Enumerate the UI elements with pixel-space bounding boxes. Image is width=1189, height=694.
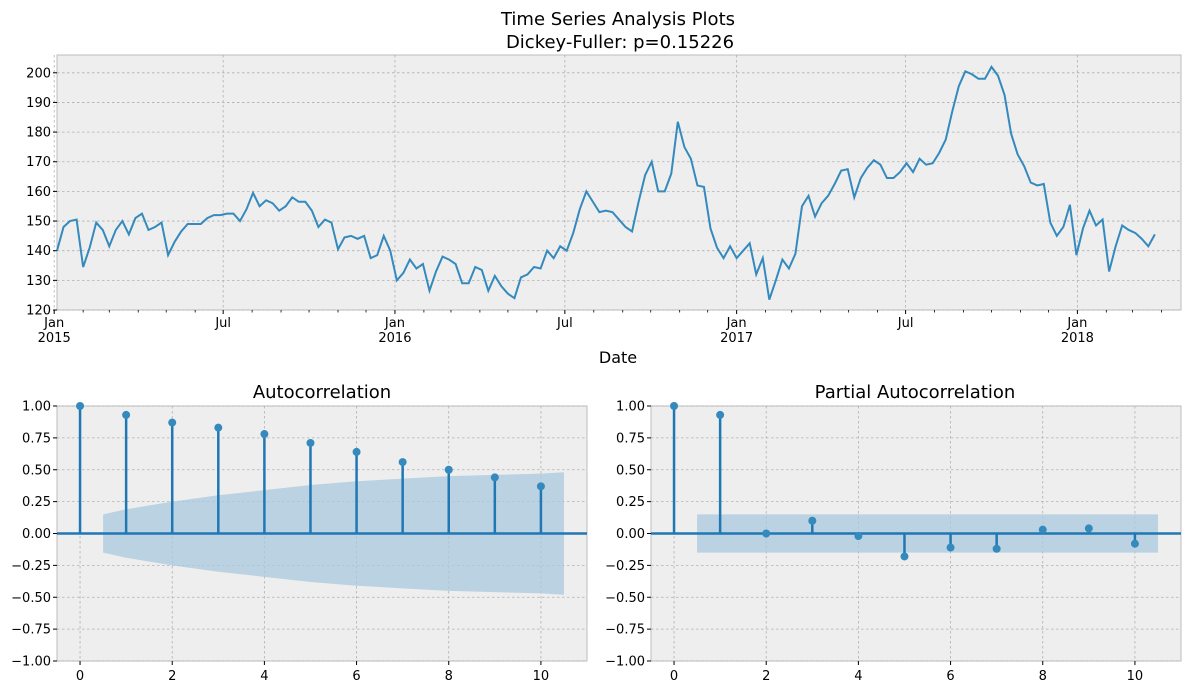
acf-stems (76, 402, 545, 534)
pacf-xtick-label: 2 (762, 669, 770, 684)
ts-xtick-label: Jan (43, 316, 64, 331)
pacf-ytick-label: −0.25 (605, 559, 645, 574)
acf-point (260, 430, 269, 439)
pacf-ytick-label: −0.50 (605, 591, 645, 606)
acf-ytick-label: 0.00 (22, 527, 51, 542)
acf-point (352, 447, 361, 456)
ts-ytick-label: 190 (26, 96, 51, 111)
acf-xtick-label: 6 (352, 669, 360, 684)
ts-xtick-label: Jul (214, 316, 231, 331)
pacf-point (946, 543, 955, 552)
ts-ytick-label: 200 (26, 66, 51, 81)
acf-xtick-label: 8 (445, 669, 453, 684)
acf-point (490, 473, 499, 482)
acf-ytick-label: −0.25 (11, 559, 51, 574)
ts-ytick-label: 130 (26, 274, 51, 289)
acf-ytick-label: 0.50 (22, 463, 51, 478)
pacf-xtick-label: 4 (854, 669, 862, 684)
acf-ytick-label: −1.00 (11, 655, 51, 670)
ts-xtick-label: Jan (726, 316, 747, 331)
acf-point (306, 438, 315, 447)
pacf-panel: 1.00 0.75 0.50 0.25 0.00 −0.25 −0.50 −0.75 −1.00… (605, 382, 1182, 685)
pacf-xtick-label: 6 (946, 669, 954, 684)
ts-xtick-year-label: 2016 (378, 331, 411, 346)
ts-ytick-label: 140 (26, 244, 51, 259)
ts-ytick-label: 120 (26, 304, 51, 319)
acf-ticks: 1.00 0.75 0.50 0.25 0.00 −0.25 −0.50 −0.75 −1.00… (11, 400, 549, 685)
pacf-point (808, 516, 817, 525)
acf-xtick-label: 2 (168, 669, 176, 684)
pacf-ytick-label: 0.25 (616, 495, 645, 510)
acf-xtick-label: 10 (533, 669, 550, 684)
acf-title: Autocorrelation (253, 382, 391, 403)
pacf-point (854, 532, 863, 541)
pacf-ticks: 1.00 0.75 0.50 0.25 0.00 −0.25 −0.50 −0.75 −1.00… (605, 400, 1143, 685)
pacf-xtick-label: 8 (1039, 669, 1047, 684)
acf-panel: 1.00 0.75 0.50 0.25 0.00 −0.25 −0.50 −0.75 −1.00… (11, 382, 588, 685)
figure-subtitle: Dickey-Fuller: p=0.15226 (506, 32, 734, 53)
pacf-ytick-label: −0.75 (605, 623, 645, 638)
ts-xtick-label: Jul (897, 316, 914, 331)
pacf-point (762, 529, 771, 538)
pacf-ytick-label: 0.00 (616, 527, 645, 542)
ts-xtick-label: Jan (1066, 316, 1087, 331)
ts-ytick-label: 160 (26, 185, 51, 200)
acf-ytick-label: 0.75 (22, 431, 51, 446)
pacf-ytick-label: 1.00 (616, 400, 645, 415)
pacf-point (1084, 524, 1093, 533)
ts-ytick-label: 180 (26, 126, 51, 141)
acf-point (444, 465, 453, 474)
acf-point (122, 410, 131, 419)
acf-xtick-label: 0 (76, 669, 84, 684)
pacf-point (670, 402, 679, 410)
ts-xtick-label: Jan (384, 316, 405, 331)
ts-xtick-year-label: 2018 (1061, 331, 1094, 346)
acf-point (536, 482, 545, 491)
pacf-ytick-label: −1.00 (605, 655, 645, 670)
ts-xtick-year-label: 2015 (38, 331, 71, 346)
ts-ytick-label: 170 (26, 155, 51, 170)
pacf-ytick-label: 0.50 (616, 463, 645, 478)
acf-point (214, 423, 223, 432)
acf-point (168, 418, 177, 427)
ts-ytick-label: 150 (26, 215, 51, 230)
acf-ytick-label: 1.00 (22, 400, 51, 415)
acf-ytick-label: −0.75 (11, 623, 51, 638)
pacf-point (1130, 539, 1139, 548)
pacf-stems (670, 402, 1139, 561)
ts-xtick-label: Jul (556, 316, 573, 331)
pacf-xtick-label: 0 (670, 669, 678, 684)
acf-xtick-label: 4 (260, 669, 268, 684)
acf-ytick-label: −0.50 (11, 591, 51, 606)
pacf-grid (651, 405, 1181, 662)
pacf-xtick-label: 10 (1127, 669, 1144, 684)
acf-point (398, 458, 407, 467)
acf-point (76, 402, 85, 410)
time-series-grid (53, 55, 1181, 311)
pacf-point (1038, 525, 1047, 534)
figure-title: Time Series Analysis Plots (500, 9, 735, 30)
time-series-line (56, 65, 1156, 300)
pacf-point (900, 552, 909, 561)
time-series-axes (56, 54, 1182, 311)
pacf-point (992, 544, 1001, 553)
pacf-point (716, 410, 725, 419)
acf-ytick-label: 0.25 (22, 495, 51, 510)
pacf-ytick-label: 0.75 (616, 431, 645, 446)
pacf-title: Partial Autocorrelation (815, 382, 1016, 403)
ts-xtick-year-label: 2017 (720, 331, 753, 346)
time-series-xlabel: Date (599, 348, 637, 367)
